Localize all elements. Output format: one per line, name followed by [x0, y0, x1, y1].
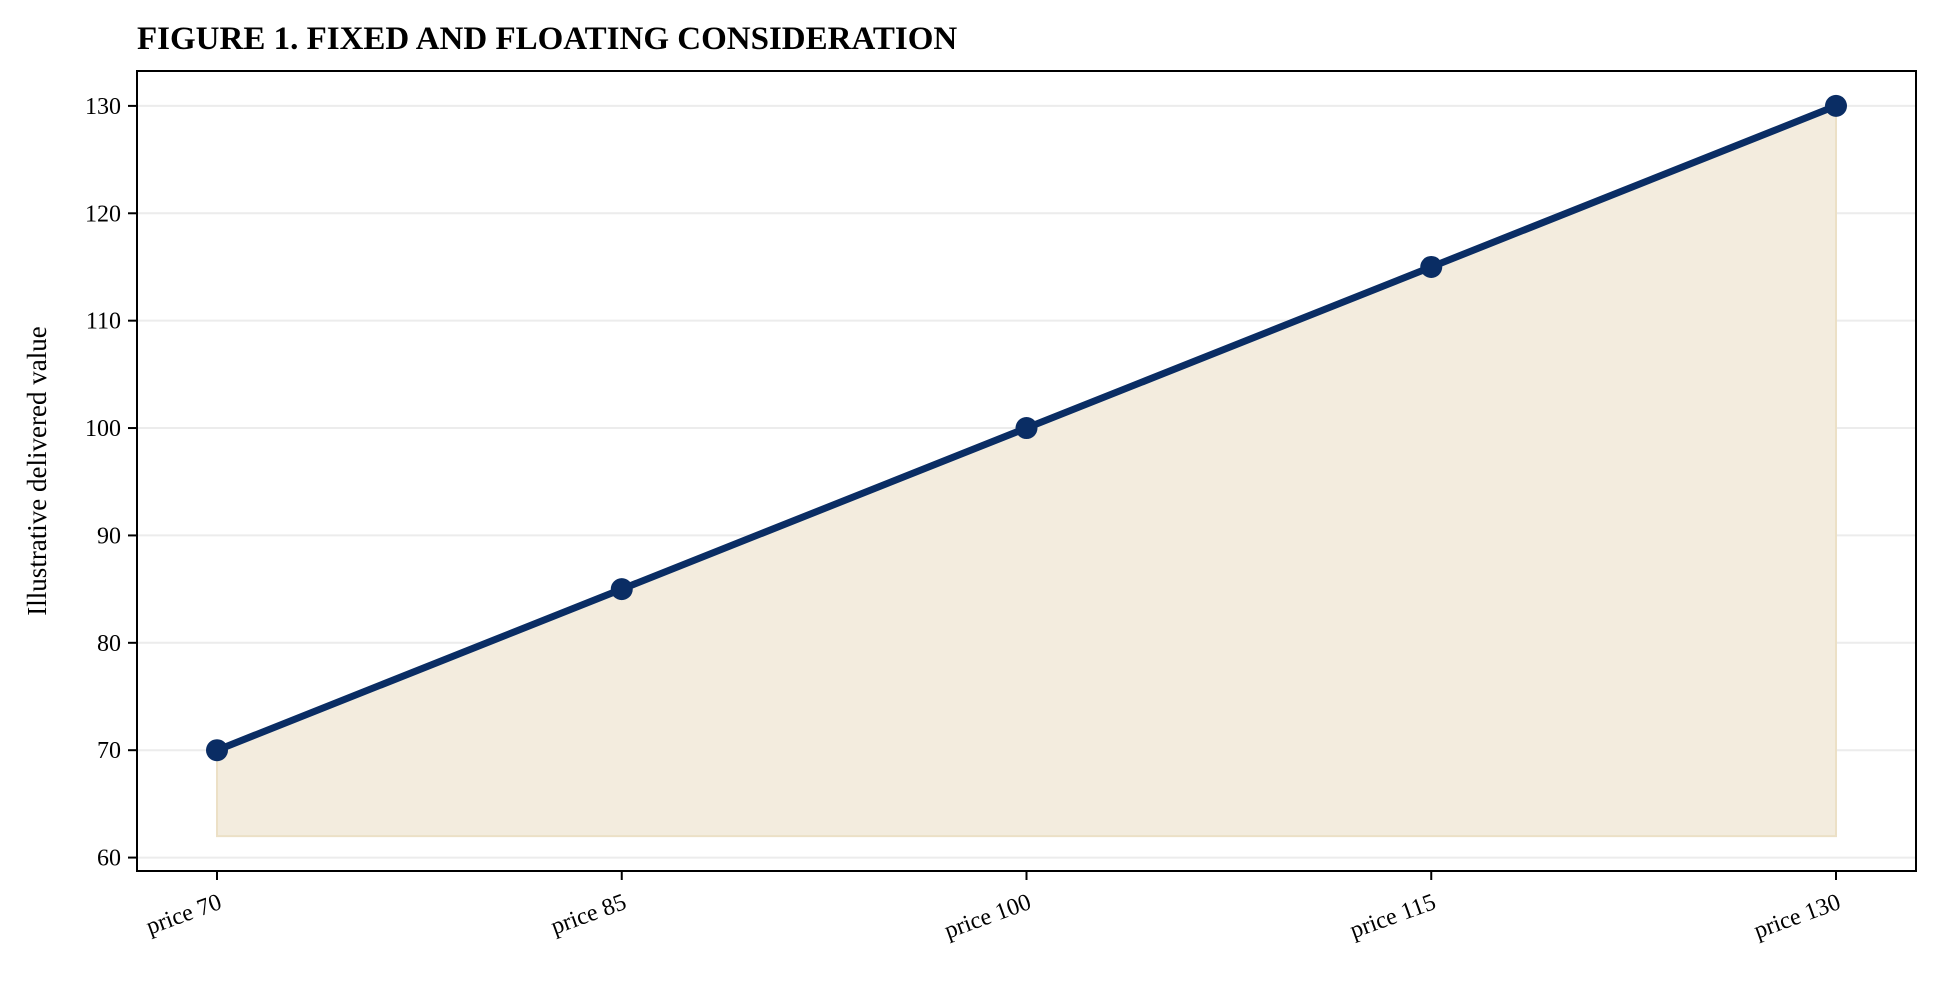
data-point — [1015, 417, 1038, 440]
y-tick-label: 130 — [85, 94, 121, 120]
point-layer — [206, 94, 1847, 762]
y-tick-label: 80 — [97, 631, 121, 657]
y-tick-label: 70 — [97, 738, 121, 764]
area-layer — [216, 104, 1837, 838]
chart-title: FIGURE 1. FIXED AND FLOATING CONSIDERATI… — [137, 21, 957, 57]
y-tick-label: 100 — [85, 416, 121, 442]
y-tick-label: 90 — [97, 523, 121, 549]
x-tick-label: price 70 — [143, 889, 225, 940]
y-tick-label: 120 — [85, 201, 121, 227]
y-axis-label: Illustrative delivered value — [22, 326, 52, 615]
data-point — [610, 578, 633, 601]
data-point — [206, 739, 228, 762]
tick-layer — [128, 104, 1837, 880]
data-point — [1420, 255, 1443, 278]
area-fill — [216, 104, 1837, 838]
y-tick-label: 60 — [97, 846, 121, 872]
y-tick-label: 110 — [86, 309, 121, 335]
x-tick-label: price 85 — [548, 889, 630, 940]
x-tick-label: price 100 — [941, 889, 1034, 944]
x-tick-label: price 115 — [1347, 889, 1440, 944]
x-tick-label: price 130 — [1751, 889, 1844, 944]
data-point — [1825, 94, 1847, 117]
